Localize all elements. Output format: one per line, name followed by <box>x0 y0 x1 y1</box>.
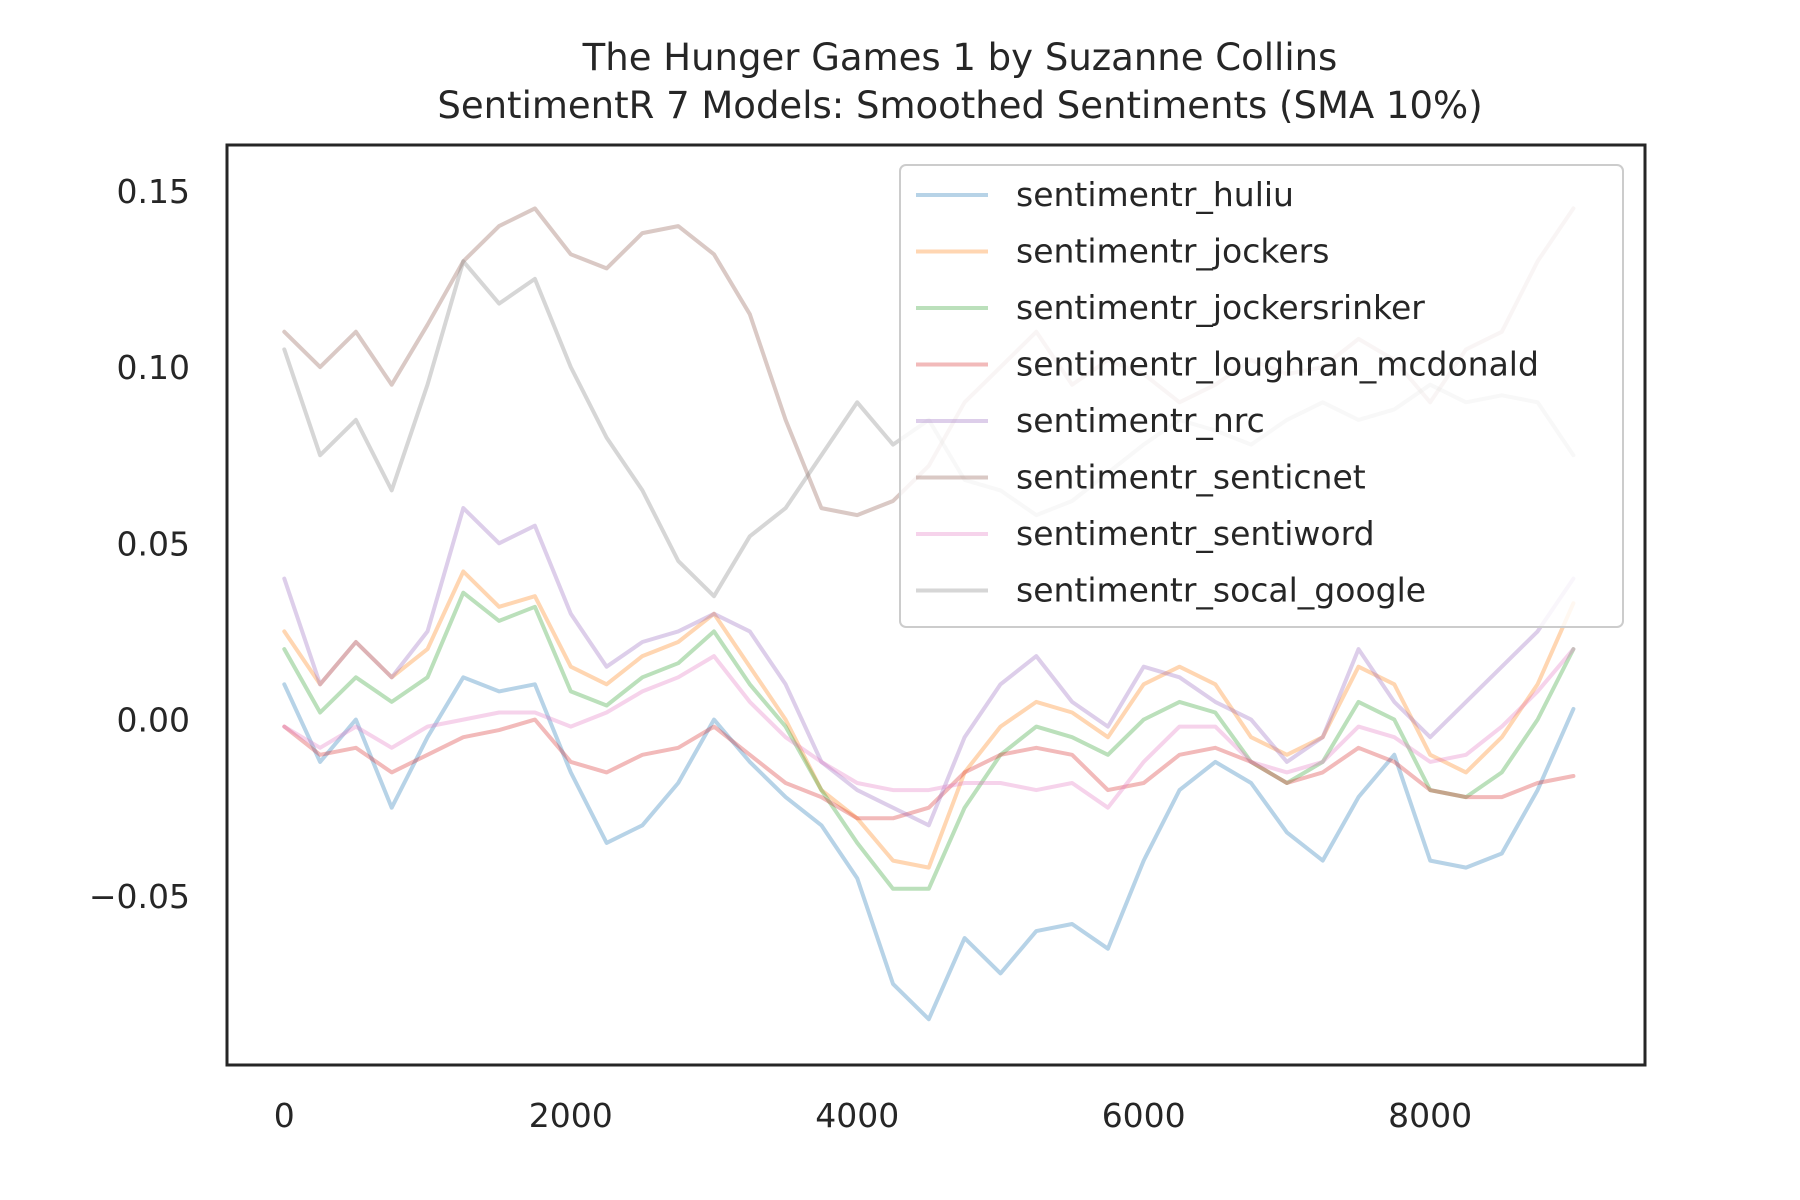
series-line-sentimentr-jockers <box>282 569 1576 870</box>
series-line-sentimentr-sentiword <box>282 647 1576 810</box>
plot-frame <box>225 143 1647 1067</box>
series-line-sentimentr-jockersrinker <box>282 590 1576 891</box>
legend-label: sentimentr_loughran_mcdonald <box>1016 345 1539 384</box>
chart-subtitle: SentimentR 7 Models: Smoothed Sentiments… <box>437 84 1482 127</box>
x-axis-ticks: 0 2000 4000 6000 8000 <box>274 1096 1472 1135</box>
y-tick-label: 0.15 <box>117 172 190 211</box>
x-tick-label: 2000 <box>529 1096 613 1135</box>
legend: sentimentr_huliu sentimentr_jockerssentim… <box>899 164 1624 628</box>
y-tick-label: −0.05 <box>89 877 190 916</box>
chart-title: The Hunger Games 1 by Suzanne Collins <box>582 36 1338 79</box>
y-axis-ticks: −0.05 0.00 0.05 0.10 0.15 <box>89 172 190 916</box>
y-tick-label: 0.00 <box>117 701 190 740</box>
legend-label: sentimentr_nrc <box>1016 401 1265 440</box>
series-line-sentimentr-nrc <box>282 506 1576 828</box>
legend-label: sentimentr_jockersrinker <box>1016 288 1425 327</box>
x-tick-label: 4000 <box>815 1096 899 1135</box>
legend-label: sentimentr_senticnet <box>1016 458 1366 497</box>
series-line-sentimentr-huliu <box>282 675 1576 1022</box>
legend-label: sentimentr_socal_google <box>1016 571 1426 610</box>
legend-label: sentimentr_jockers <box>1016 232 1329 271</box>
y-tick-label: 0.05 <box>117 524 190 563</box>
x-tick-label: 8000 <box>1388 1096 1472 1135</box>
y-tick-label: 0.10 <box>117 348 190 387</box>
legend-label: sentimentr_sentiword <box>1016 514 1375 553</box>
legend-label: sentimentr_huliu <box>1016 175 1294 214</box>
series-line-sentimentr-loughran-mcdonald <box>282 717 1576 821</box>
x-tick-label: 0 <box>274 1096 295 1135</box>
x-tick-label: 6000 <box>1102 1096 1186 1135</box>
legend-box <box>899 164 1624 628</box>
